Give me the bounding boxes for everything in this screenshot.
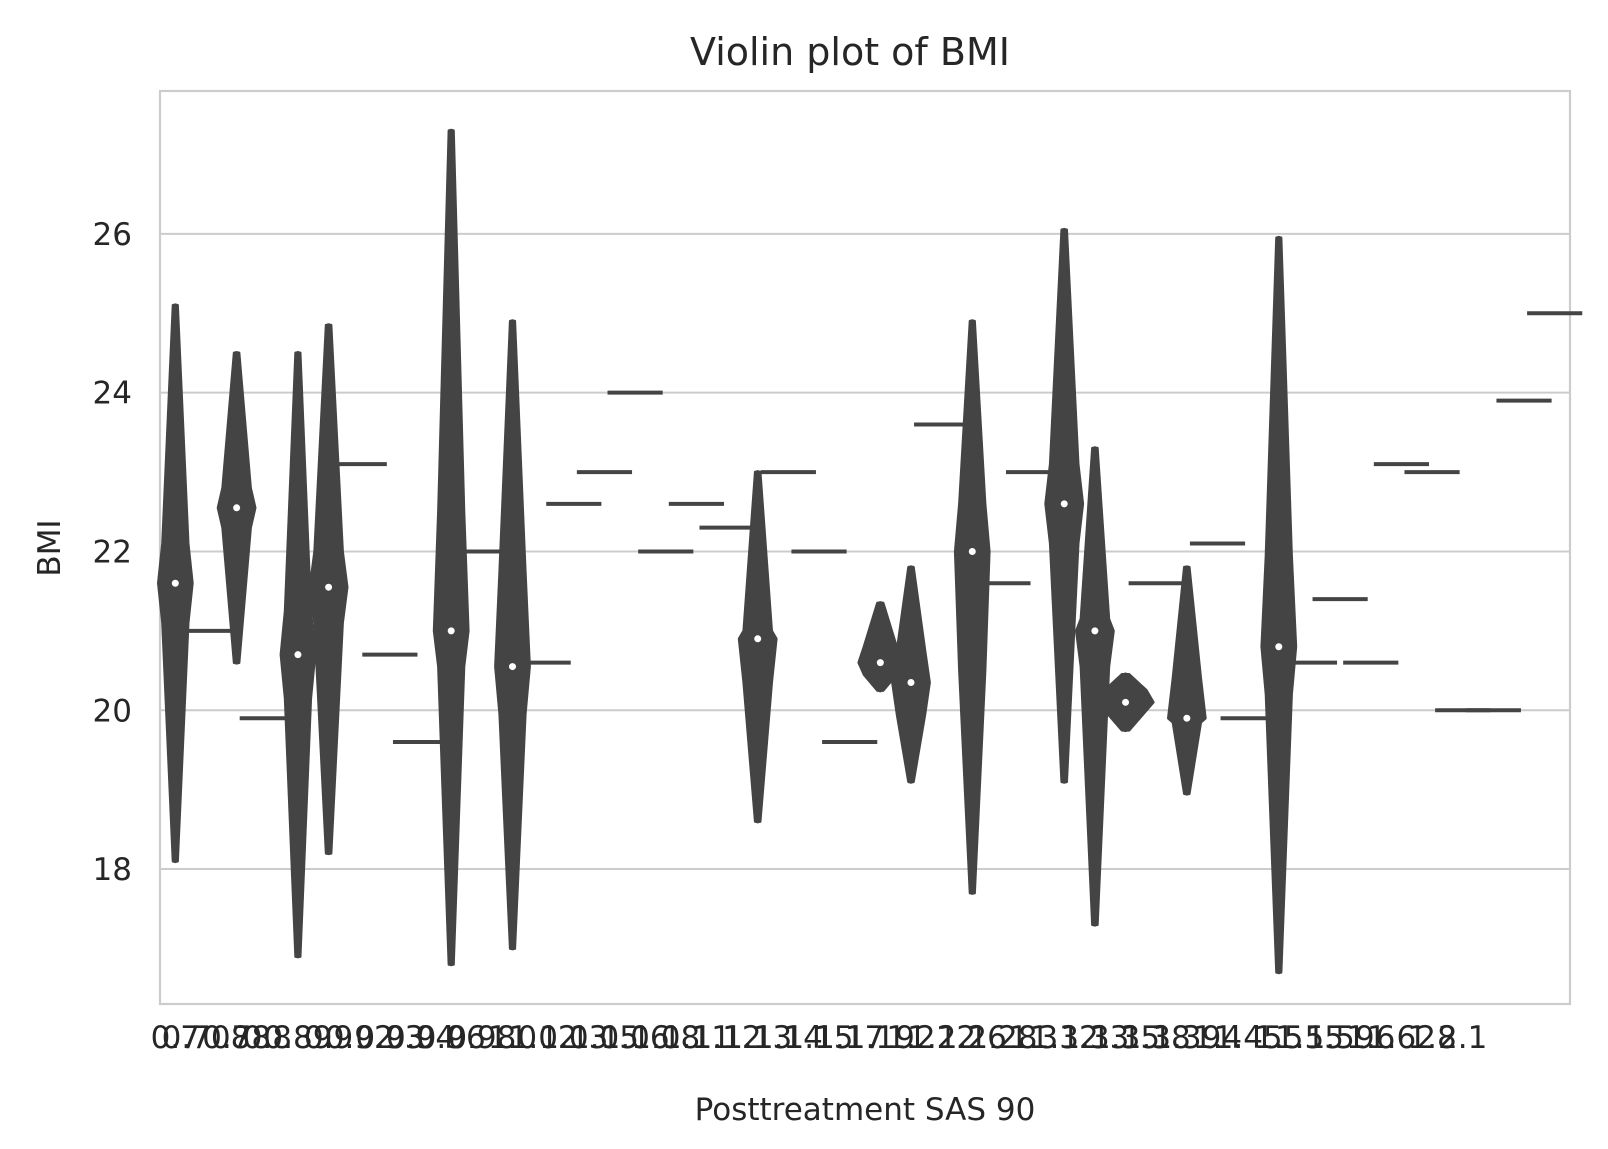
x-tick-label: 1.39	[1152, 1020, 1221, 1056]
x-tick-label: 1.05	[570, 1020, 639, 1056]
x-tick-label: 1.2	[886, 1020, 935, 1056]
x-tick-label: 1.11	[662, 1020, 731, 1056]
x-tick-label: 0.92	[325, 1020, 394, 1056]
median-point	[171, 579, 179, 587]
x-tick-label: 1.19	[846, 1020, 915, 1056]
median-point	[1091, 627, 1099, 635]
violin-group	[737, 470, 778, 824]
violin-group	[494, 319, 531, 951]
x-tick-label: 1.17	[815, 1020, 884, 1056]
violin-group	[432, 128, 470, 967]
x-tick-label: 1.32	[1030, 1020, 1099, 1056]
x-tick-label: 1.3	[1009, 1020, 1058, 1056]
x-tick-label: 1.28	[968, 1020, 1037, 1056]
x-tick-label: 0.9	[304, 1020, 353, 1056]
y-tick-label: 26	[93, 217, 132, 253]
x-tick-label: 0.78	[202, 1020, 271, 1056]
median-point	[754, 635, 762, 643]
x-tick-label: 0.94	[386, 1020, 455, 1056]
chart-title: Violin plot of BMI	[690, 30, 1010, 74]
x-tick-label: 1.33	[1060, 1020, 1129, 1056]
violin-group	[953, 319, 991, 895]
y-tick-labels: 18 20 22 24 26	[93, 217, 132, 888]
x-tick-label: 1.13	[723, 1020, 792, 1056]
x-tick-label: 2.1	[1438, 1020, 1487, 1056]
median-point	[509, 663, 516, 671]
x-tick-label: 1.06	[601, 1020, 670, 1056]
violin-group	[891, 565, 931, 784]
x-tick-label: 0.98	[447, 1020, 516, 1056]
violin-group	[216, 350, 257, 665]
x-tick-label: 1.62	[1367, 1020, 1436, 1056]
violin-group	[1260, 235, 1298, 975]
y-tick-label: 24	[93, 376, 132, 412]
x-tick-label: 1.59	[1306, 1020, 1375, 1056]
violin-group	[157, 303, 194, 864]
x-tick-label: 0.708	[162, 1020, 251, 1056]
x-tick-label: 1.45	[1214, 1020, 1283, 1056]
x-tick-label: 1.26	[938, 1020, 1007, 1056]
y-tick-label: 18	[93, 852, 132, 888]
x-tick-label: 1.5	[1254, 1020, 1303, 1056]
x-tick-label: 1.14	[754, 1020, 823, 1056]
x-tick-label: 1.55	[1275, 1020, 1344, 1056]
x-tick-label: 1.6	[1346, 1020, 1395, 1056]
y-tick-label: 20	[93, 693, 132, 729]
violins	[157, 128, 1583, 975]
median-point	[325, 583, 333, 591]
x-axis-label: Posttreatment SAS 90	[695, 1092, 1036, 1128]
median-point	[876, 659, 884, 667]
x-tick-label: 0.7	[151, 1020, 200, 1056]
x-tick-label: 0.93	[355, 1020, 424, 1056]
x-tick-label: 1.8	[1407, 1020, 1456, 1056]
median-point	[1060, 500, 1068, 508]
x-tick-label: 0.96	[417, 1020, 486, 1056]
x-tick-label: 1.03	[539, 1020, 608, 1056]
median-point	[1122, 698, 1130, 706]
x-tick-label: 0.8	[243, 1020, 292, 1056]
median-point	[1183, 714, 1191, 722]
median-point	[447, 627, 455, 635]
x-tick-label: 1.22	[907, 1020, 976, 1056]
median-point	[233, 504, 241, 512]
x-tick-label: 1.38	[1122, 1020, 1191, 1056]
x-tick-label: 1.0	[488, 1020, 537, 1056]
x-tick-label: 1.4	[1193, 1020, 1242, 1056]
violin-group	[308, 323, 349, 856]
y-axis-label: BMI	[32, 519, 68, 576]
x-tick-label: 1.08	[631, 1020, 700, 1056]
median-point	[294, 651, 302, 659]
median-point	[1275, 643, 1283, 651]
x-tick-label: 1.15	[785, 1020, 854, 1056]
y-tick-label: 22	[93, 534, 132, 570]
y-gridlines	[160, 232, 1570, 871]
x-tick-label: 1.12	[693, 1020, 762, 1056]
median-point	[907, 678, 915, 686]
x-tick-label: 1.35	[1091, 1020, 1160, 1056]
x-tick-label: 1.02	[509, 1020, 578, 1056]
violin-group	[1096, 672, 1155, 733]
violin-group	[1167, 565, 1207, 796]
x-tick-label: 0.89	[263, 1020, 332, 1056]
violin-group	[1044, 227, 1085, 784]
x-tick-labels: 0.70.7080.780.80.890.90.920.930.940.960.…	[151, 1020, 1488, 1056]
plot-frame	[158, 89, 1572, 1006]
median-point	[968, 547, 976, 555]
violin-group	[279, 350, 317, 959]
